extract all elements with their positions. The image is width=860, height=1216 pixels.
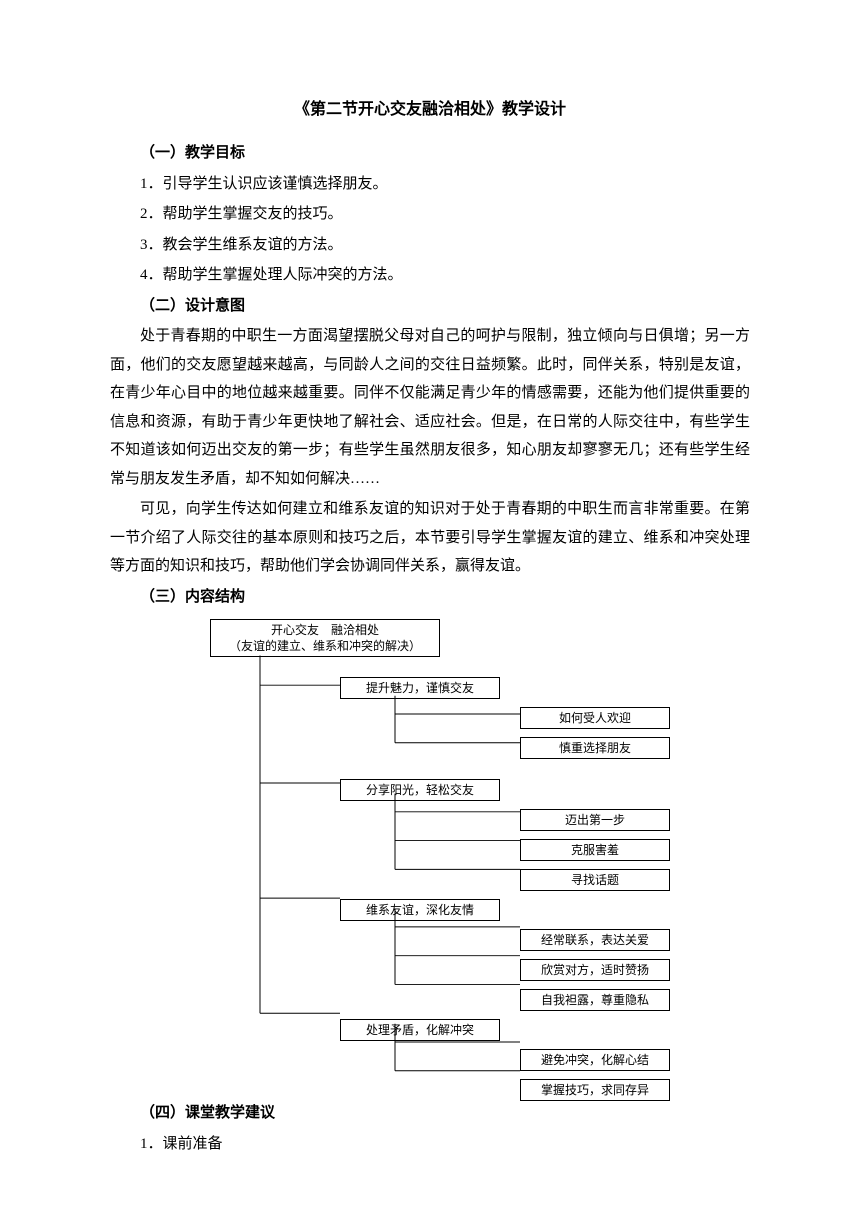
s1-item-2: 2．帮助学生掌握交友的技巧。 (110, 200, 750, 229)
s2-paragraph-2: 可见，向学生传达如何建立和维系友谊的知识对于处于青春期的中职生而言非常重要。在第… (110, 495, 750, 581)
s4-item-1: 1．课前准备 (110, 1130, 750, 1159)
s1-item-3: 3．教会学生维系友谊的方法。 (110, 231, 750, 260)
structure-diagram: 开心交友 融洽相处（友谊的建立、维系和冲突的解决）提升魅力，谨慎交友如何受人欢迎… (150, 619, 710, 1089)
s1-item-1: 1．引导学生认识应该谨慎选择朋友。 (110, 170, 750, 199)
section-2-heading: （二）设计意图 (110, 292, 750, 321)
section-3-heading: （三）内容结构 (110, 583, 750, 612)
section-1-heading: （一）教学目标 (110, 139, 750, 168)
page-title: 《第二节开心交友融洽相处》教学设计 (110, 95, 750, 125)
s1-item-4: 4．帮助学生掌握处理人际冲突的方法。 (110, 261, 750, 290)
s2-paragraph-1: 处于青春期的中职生一方面渴望摆脱父母对自己的呵护与限制，独立倾向与日俱增；另一方… (110, 322, 750, 493)
section-4-heading: （四）课堂教学建议 (110, 1099, 750, 1128)
